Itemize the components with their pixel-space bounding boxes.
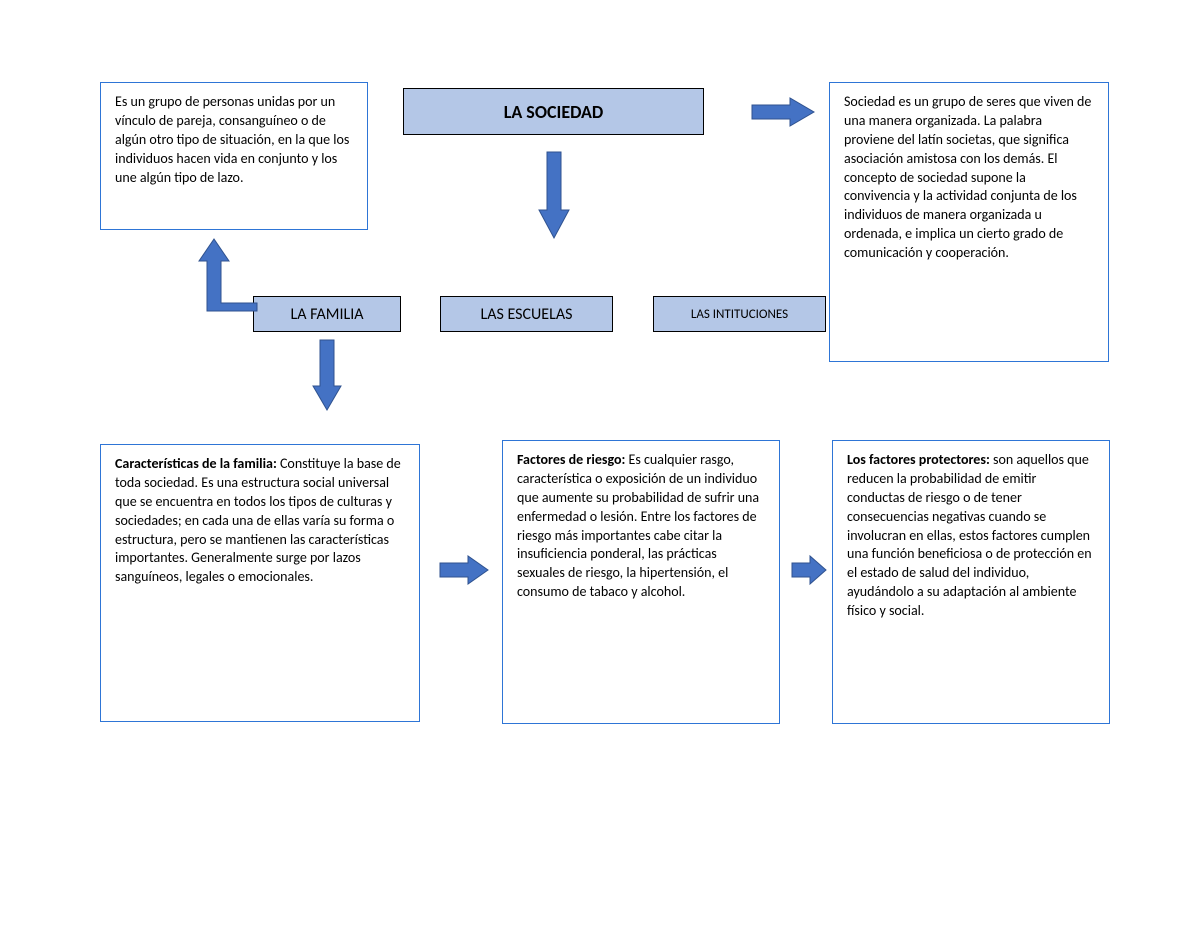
protect-lead: Los factores protectores: <box>847 451 993 468</box>
caract-lead: Características de la familia: <box>115 455 280 472</box>
sub-escuelas-label: LAS ESCUELAS <box>481 305 573 324</box>
arrow-caract-to-riesgo <box>440 556 488 584</box>
protect-body: son aquellos que reducen la probabilidad… <box>847 451 1092 619</box>
title-label: LA SOCIEDAD <box>504 101 604 123</box>
sub-escuelas: LAS ESCUELAS <box>440 296 613 332</box>
arrow-title-down <box>539 152 569 238</box>
box-sociedad-def: Sociedad es un grupo de seres que viven … <box>829 82 1109 362</box>
box-riesgo: Factores de riesgo: Es cualquier rasgo, … <box>502 440 780 724</box>
box-pareja: Es un grupo de personas unidas por un ví… <box>100 82 368 230</box>
arrow-riesgo-to-protect <box>792 556 826 584</box>
caract-body: Constituye la base de toda sociedad. Es … <box>115 455 401 585</box>
title-box: LA SOCIEDAD <box>403 88 704 135</box>
riesgo-lead: Factores de riesgo: <box>517 451 629 468</box>
riesgo-body: Es cualquier rasgo, característica o exp… <box>517 451 759 600</box>
box-sociedad-text: Sociedad es un grupo de seres que viven … <box>844 93 1091 261</box>
arrow-title-to-sociedad <box>752 98 814 126</box>
sub-instituciones: LAS INTITUCIONES <box>653 296 826 332</box>
box-protectores: Los factores protectores: son aquellos q… <box>832 440 1110 724</box>
sub-instituciones-label: LAS INTITUCIONES <box>691 307 788 322</box>
arrow-familia-elbow <box>197 239 257 311</box>
sub-familia: LA FAMILIA <box>253 296 401 332</box>
sub-familia-label: LA FAMILIA <box>290 305 363 324</box>
diagram-canvas: Es un grupo de personas unidas por un ví… <box>0 0 1200 927</box>
box-pareja-text: Es un grupo de personas unidas por un ví… <box>115 93 349 186</box>
box-caracteristicas: Características de la familia: Constituy… <box>100 444 420 722</box>
arrow-familia-down <box>313 340 341 410</box>
